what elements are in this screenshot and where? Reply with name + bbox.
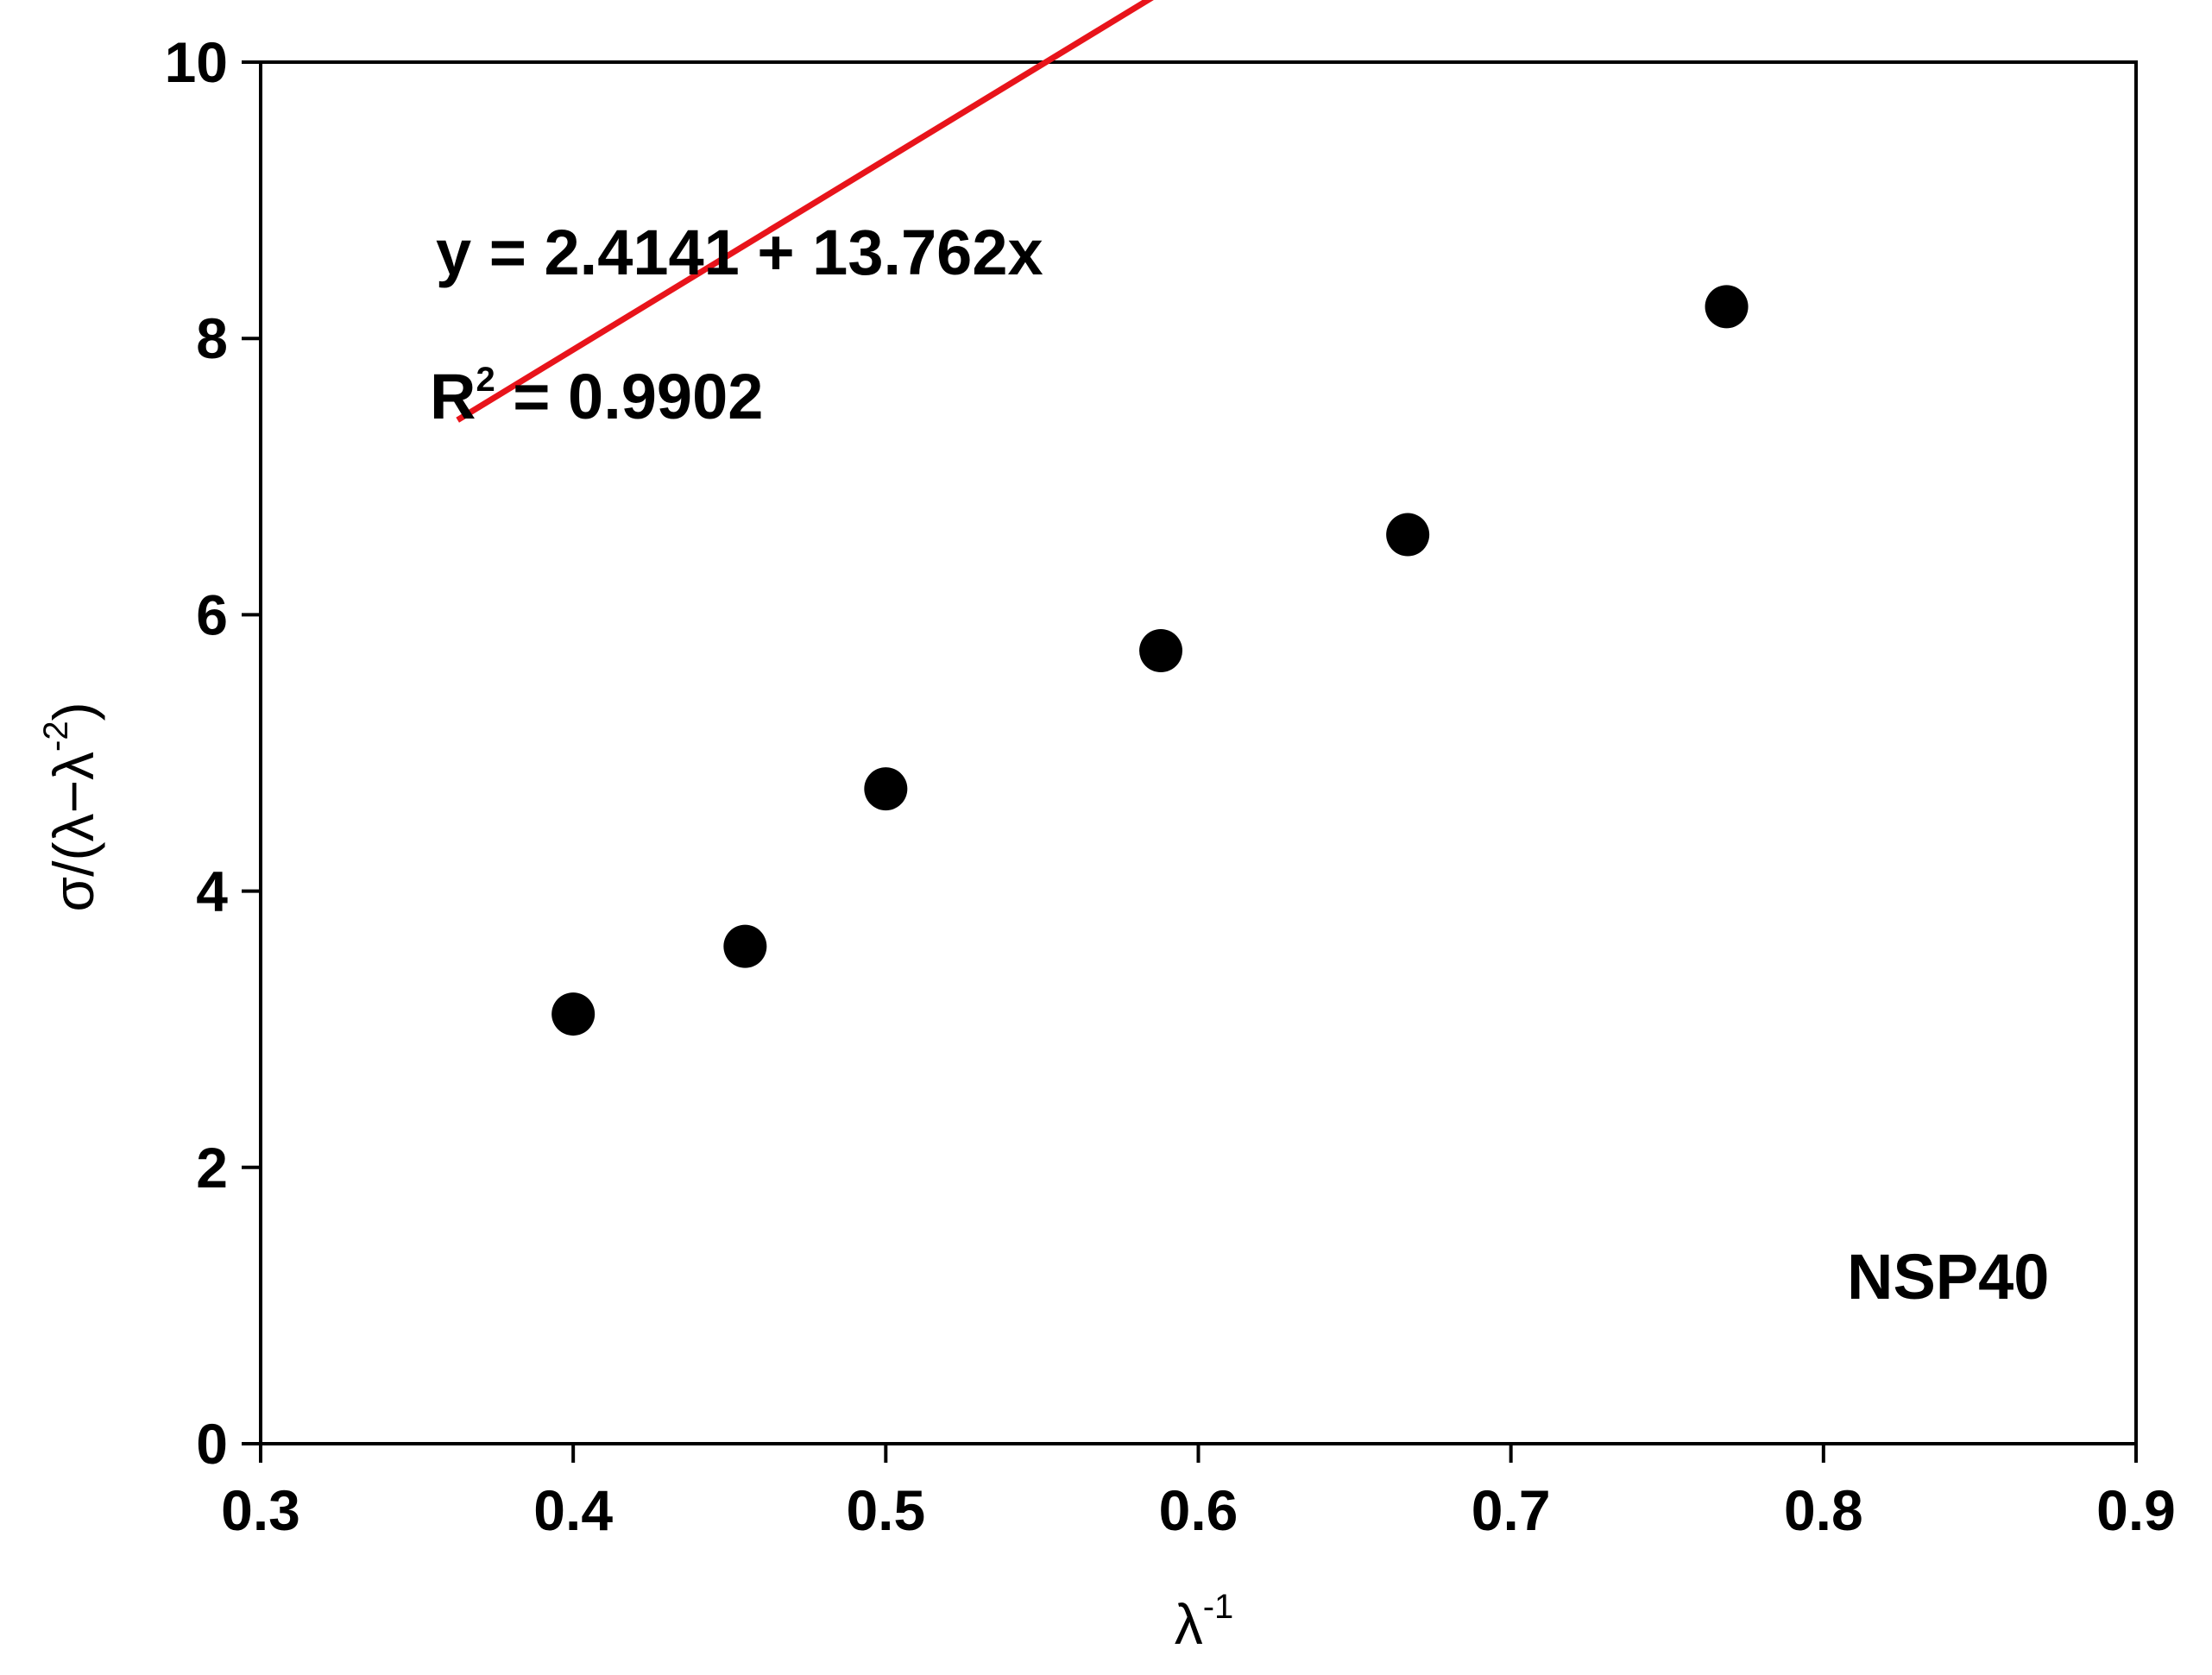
fit-line-group	[456, 0, 1154, 423]
data-point	[1705, 285, 1749, 329]
y-tick-label: 10	[165, 30, 228, 94]
y-axis-title-close: )	[41, 702, 105, 721]
y-tick-label: 4	[196, 860, 228, 923]
data-point	[1386, 513, 1430, 557]
data-point	[723, 924, 767, 968]
r-squared: R2 = 0.9902	[430, 361, 763, 432]
r-squared-value: = 0.9902	[495, 361, 764, 432]
data-point	[551, 992, 596, 1036]
data-point	[864, 767, 908, 811]
y-tick-label: 8	[196, 306, 228, 370]
x-tick-label: 0.9	[2096, 1478, 2176, 1542]
data-point	[1139, 629, 1183, 673]
x-axis-title-text: λ	[1175, 1592, 1203, 1656]
fit-equation: y = 2.4141 + 13.762x	[436, 217, 1043, 288]
fit-line	[456, 0, 1154, 423]
x-tick-label: 0.4	[533, 1478, 613, 1542]
y-tick-label: 2	[196, 1136, 228, 1200]
x-tick-label: 0.7	[1472, 1478, 1551, 1542]
sample-label: NSP40	[1847, 1241, 2049, 1313]
r-squared-sup: 2	[476, 361, 495, 399]
x-tick-label: 0.8	[1784, 1478, 1863, 1542]
x-tick-label: 0.5	[846, 1478, 925, 1542]
y-axis-ticks: 0 2 4 6 8 10	[165, 30, 261, 1476]
y-axis-title-sup: -2	[37, 721, 75, 752]
y-axis-title: σ/(λ−λ-2)	[37, 702, 105, 911]
x-axis-title-sup: -1	[1203, 1588, 1234, 1626]
data-points	[551, 285, 1749, 1036]
x-axis-title: λ-1	[1175, 1588, 1234, 1656]
x-tick-label: 0.6	[1159, 1478, 1238, 1542]
y-tick-label: 6	[196, 582, 228, 646]
r-squared-prefix: R	[430, 361, 476, 432]
y-axis-title-text: σ/(λ−λ	[41, 752, 105, 912]
x-axis-ticks: 0.3 0.4 0.5 0.6 0.7 0.8 0.9	[221, 1444, 2176, 1542]
y-tick-label: 0	[196, 1412, 228, 1476]
x-tick-label: 0.3	[221, 1478, 300, 1542]
